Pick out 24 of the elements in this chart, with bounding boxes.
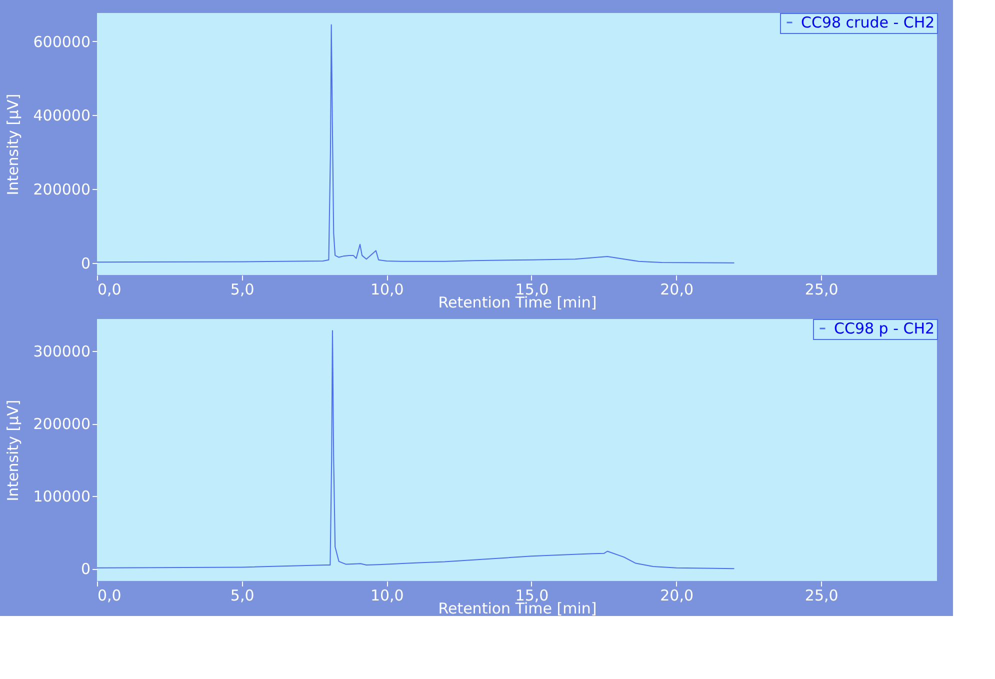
y-tick-label: 100000 [33, 488, 90, 506]
y-tick-label: 200000 [33, 415, 90, 434]
x-tick-label: 25,0 [804, 280, 838, 298]
y-tick-label: 600000 [33, 32, 90, 51]
x-tick-label: 5,0 [230, 280, 254, 298]
x-tick-label: 20,0 [660, 586, 694, 604]
x-tick-label: 20,0 [660, 280, 694, 298]
x-tick-label: 10,0 [370, 280, 404, 298]
legend-label: CC98 p - CH2 [834, 320, 935, 338]
line-series [96, 24, 735, 264]
y-tick-label: 0 [80, 560, 90, 578]
y-axis-title: Intensity [µV] [4, 400, 22, 502]
x-tick-label: 25,0 [804, 586, 838, 604]
y-tick-label: 200000 [33, 180, 90, 199]
legend-label: CC98 crude - CH2 [801, 14, 935, 32]
y-tick-label: 400000 [33, 106, 90, 125]
x-tick-label: 10,0 [370, 586, 404, 604]
y-tick-label: 0 [80, 254, 90, 272]
line-series [96, 330, 735, 570]
x-tick-label: 5,0 [230, 586, 254, 604]
x-tick-label: 0,0 [98, 586, 122, 604]
y-tick-label: 300000 [33, 342, 90, 360]
x-tick-label: 0,0 [98, 280, 122, 298]
y-axis-title: Intensity [µV] [4, 94, 22, 196]
